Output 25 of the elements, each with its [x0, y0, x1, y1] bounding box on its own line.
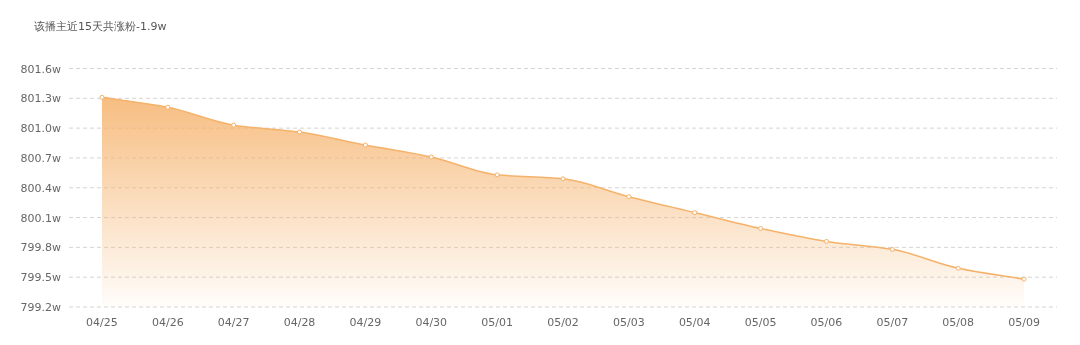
x-tick-label: 04/26	[151, 316, 184, 329]
x-tick-label: 04/29	[349, 316, 382, 329]
y-tick-label: 801.6w	[20, 62, 61, 76]
x-tick-label: 05/05	[744, 316, 777, 329]
x-tick-label: 04/27	[217, 316, 250, 329]
x-tick-label: 05/07	[876, 316, 909, 329]
x-tick-label: 05/03	[613, 316, 645, 329]
y-tick-label: 800.4w	[20, 181, 61, 195]
x-tick-label: 04/25	[86, 316, 118, 329]
x-tick-label: 04/30	[415, 316, 448, 329]
y-tick-label: 799.8w	[20, 241, 61, 255]
y-tick-label: 801.0w	[20, 122, 61, 136]
y-tick-label: 800.7w	[20, 151, 61, 165]
y-tick-label: 799.2w	[20, 301, 61, 314]
y-tick-label: 799.5w	[20, 271, 61, 285]
x-tick-label: 05/04	[678, 316, 711, 329]
x-tick-label: 05/09	[1008, 316, 1040, 329]
x-tick-label: 05/06	[810, 316, 843, 329]
x-tick-label: 05/01	[481, 316, 513, 329]
x-tick-label: 05/02	[547, 316, 579, 329]
y-tick-label: 801.3w	[20, 92, 61, 106]
x-tick-label: 04/28	[283, 316, 316, 329]
x-tick-label: 05/08	[942, 316, 975, 329]
chart-title: 该播主近15天共涨粉-1.9w	[34, 20, 167, 33]
y-tick-label: 800.1w	[20, 211, 61, 225]
